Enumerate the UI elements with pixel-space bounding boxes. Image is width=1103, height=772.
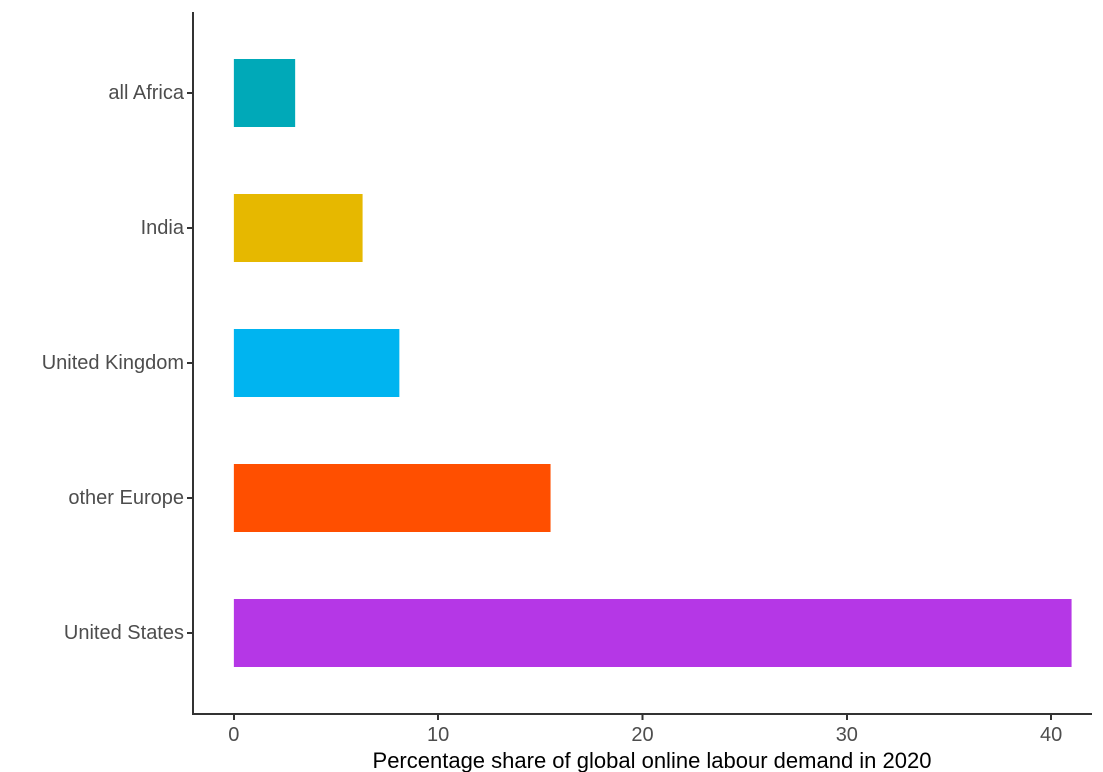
y-tick-label: India bbox=[141, 217, 185, 239]
x-tick-label: 10 bbox=[427, 724, 449, 746]
y-ticks-group: all Africa India United Kingdom other Europ… bbox=[42, 82, 193, 644]
bar-united-kingdom bbox=[233, 329, 400, 397]
bar-other-europe bbox=[233, 464, 551, 532]
bar-united-states bbox=[233, 599, 1072, 667]
y-tick-label: United Kingdom bbox=[42, 352, 184, 374]
y-tick-label: United States bbox=[64, 622, 184, 644]
x-tick-label: 30 bbox=[836, 724, 858, 746]
x-ticks-group: 0 10 20 30 40 bbox=[228, 714, 1062, 746]
bar-india bbox=[233, 194, 363, 262]
y-tick-label: all Africa bbox=[108, 82, 184, 104]
bars-group bbox=[233, 59, 1072, 667]
bar-all-africa bbox=[233, 59, 296, 127]
x-tick-label: 20 bbox=[631, 724, 653, 746]
x-tick-label: 40 bbox=[1040, 724, 1062, 746]
x-axis-title: Percentage share of global online labour… bbox=[373, 748, 932, 772]
x-tick-label: 0 bbox=[228, 724, 239, 746]
y-tick-label: other Europe bbox=[68, 487, 184, 509]
